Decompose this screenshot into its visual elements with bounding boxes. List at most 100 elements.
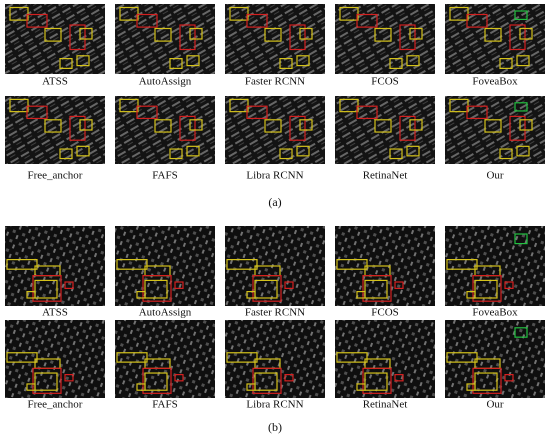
panel-caption: (a)	[268, 195, 281, 209]
detection-box	[466, 291, 476, 299]
result-image: RetinaNet	[335, 96, 435, 182]
detection-box	[26, 291, 36, 299]
detection-box	[59, 57, 73, 69]
image-label: FCOS	[371, 307, 399, 319]
detection-box	[399, 24, 416, 51]
detection-box	[34, 372, 58, 391]
detection-box	[186, 145, 200, 157]
image-label: Faster RCNN	[245, 76, 305, 88]
panel: ATSS AutoAssign Faster RCNN FCOS FoveaBox Fre…	[5, 4, 545, 209]
image-label: FAFS	[152, 170, 177, 182]
detection-box	[154, 119, 172, 133]
result-image: FCOS	[335, 226, 435, 319]
detection-box	[144, 372, 168, 391]
detection-box	[154, 27, 172, 42]
detection-box	[519, 27, 533, 40]
result-image: AutoAssign	[115, 226, 215, 319]
detection-box	[136, 13, 158, 28]
detection-box	[79, 119, 93, 131]
detection-box	[26, 13, 48, 28]
detection-box	[6, 352, 38, 363]
result-image: Faster RCNN	[225, 4, 325, 88]
result-image: FAFS	[115, 320, 215, 411]
image-label: Free_anchor	[28, 399, 83, 411]
detection-box	[364, 279, 388, 299]
detection-box	[339, 98, 359, 113]
detection-box	[252, 275, 282, 302]
detection-box	[116, 352, 148, 363]
detection-box	[516, 145, 530, 157]
detection-box	[449, 6, 469, 21]
detection-box	[514, 233, 528, 245]
detection-box	[399, 115, 416, 141]
detection-box	[466, 13, 488, 28]
detection-box	[26, 383, 36, 391]
detection-box	[264, 27, 282, 42]
detection-box	[514, 102, 528, 112]
detection-box	[6, 259, 38, 270]
detection-box	[44, 27, 62, 42]
detection-box	[284, 374, 294, 382]
detection-box	[226, 352, 258, 363]
image-label: RetinaNet	[363, 399, 408, 411]
detection-box	[446, 352, 478, 363]
detection-box	[179, 24, 196, 51]
detection-box	[189, 27, 203, 40]
detection-box	[484, 119, 502, 133]
detection-box	[516, 55, 530, 67]
detection-box	[32, 275, 62, 302]
detection-box	[264, 119, 282, 133]
detection-box	[144, 279, 168, 299]
image-label: Libra RCNN	[246, 399, 303, 411]
result-image: FCOS	[335, 4, 435, 88]
detection-box	[299, 119, 313, 131]
detection-box	[466, 105, 488, 120]
detection-box	[142, 275, 172, 302]
result-image: ATSS	[5, 4, 105, 88]
detection-box	[64, 281, 74, 290]
detection-box	[136, 383, 146, 391]
detection-box	[296, 55, 310, 67]
detection-box	[246, 105, 268, 120]
detection-box	[76, 145, 90, 157]
result-image: RetinaNet	[335, 320, 435, 411]
detection-box	[374, 119, 392, 133]
detection-box	[449, 98, 469, 113]
detection-box	[26, 105, 48, 120]
detection-box	[136, 105, 158, 120]
detection-box	[116, 259, 148, 270]
detection-box	[252, 367, 282, 394]
detection-box	[472, 275, 502, 302]
detection-box	[474, 372, 498, 391]
detection-box	[34, 279, 58, 299]
detection-box	[389, 148, 403, 160]
panel: ATSS AutoAssign Faster RCNN FCOS FoveaBox Fre…	[5, 226, 545, 434]
detection-box	[409, 27, 423, 40]
image-label: RetinaNet	[363, 170, 408, 182]
detection-box	[229, 98, 249, 113]
detection-box	[76, 55, 90, 67]
detection-box	[394, 281, 404, 290]
detection-box	[246, 13, 268, 28]
detection-box	[189, 119, 203, 131]
result-image: Libra RCNN	[225, 96, 325, 182]
detection-box	[364, 372, 388, 391]
detection-box	[406, 55, 420, 67]
image-label: Libra RCNN	[246, 170, 303, 182]
result-image: Free_anchor	[5, 96, 105, 182]
detection-box	[339, 6, 359, 21]
detection-box	[509, 115, 526, 141]
image-label: FCOS	[371, 76, 399, 88]
result-image: ATSS	[5, 226, 105, 319]
detection-box	[409, 119, 423, 131]
detection-box	[174, 281, 184, 290]
detection-box	[374, 27, 392, 42]
detection-box	[179, 115, 196, 141]
result-image: Free_anchor	[5, 320, 105, 411]
detection-box	[119, 6, 139, 21]
result-image: FAFS	[115, 96, 215, 182]
detection-box	[356, 383, 366, 391]
detection-box	[499, 148, 513, 160]
result-image: AutoAssign	[115, 4, 215, 88]
